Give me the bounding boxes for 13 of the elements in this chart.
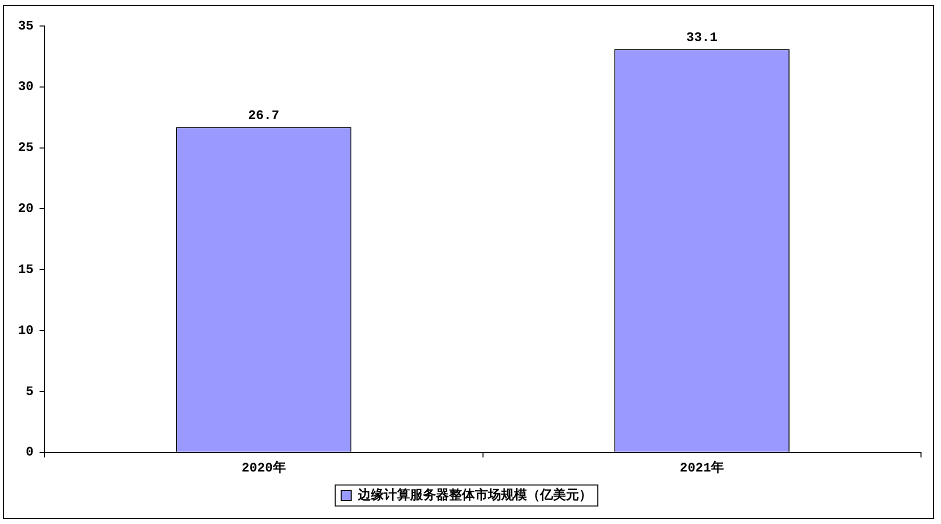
y-tick-label: 30	[18, 79, 34, 94]
x-tick-label: 2021年	[680, 460, 724, 476]
y-tick-label: 35	[18, 18, 34, 34]
y-tick-label: 10	[18, 322, 34, 338]
y-tick-label: 0	[26, 444, 34, 460]
data-label: 33.1	[686, 30, 718, 45]
y-tick-label: 15	[18, 262, 34, 277]
legend-label: 边缘计算服务器整体市场规模（亿美元）	[356, 486, 592, 503]
y-tick-label: 20	[18, 201, 34, 216]
x-tick-label: 2020年	[242, 460, 286, 476]
y-tick-label: 5	[26, 384, 34, 399]
data-label: 26.7	[248, 108, 280, 123]
y-tick-label: 25	[18, 140, 34, 156]
